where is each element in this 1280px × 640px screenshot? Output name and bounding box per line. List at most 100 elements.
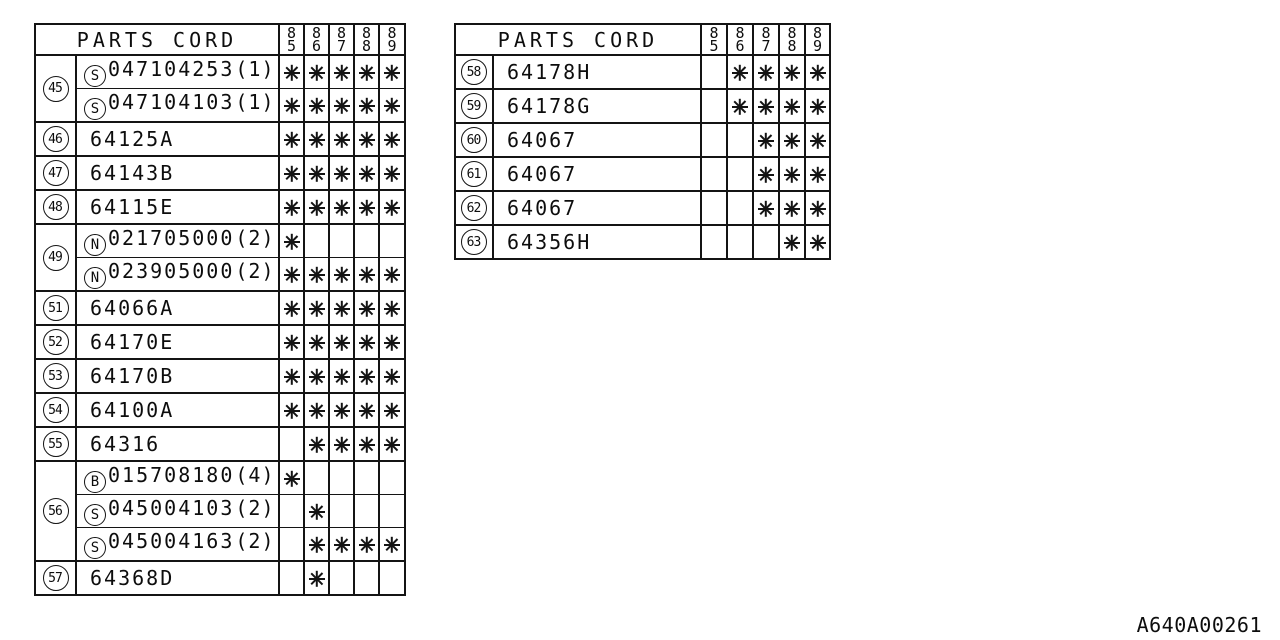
applicability-cell-86 xyxy=(303,358,330,394)
applicability-cell-86 xyxy=(303,54,330,89)
applicability-cell-87 xyxy=(328,290,355,326)
part-row: 57 64368D xyxy=(34,560,406,596)
applicability-cell-86 xyxy=(303,189,330,225)
asterisk-icon xyxy=(809,235,826,251)
asterisk-icon xyxy=(308,504,325,520)
applicability-cell-85 xyxy=(278,121,305,157)
ref-number-cell: 58 xyxy=(454,54,494,90)
asterisk-icon xyxy=(283,98,300,114)
asterisk-icon xyxy=(283,471,300,487)
asterisk-icon xyxy=(809,99,826,115)
ref-number-cell: 63 xyxy=(454,224,494,260)
applicability-cell-87 xyxy=(752,54,780,90)
asterisk-icon xyxy=(784,99,800,115)
asterisk-icon xyxy=(358,98,375,114)
applicability-cell-87 xyxy=(328,189,355,225)
part-code-cell: S 047104253(1) xyxy=(75,54,280,89)
asterisk-icon xyxy=(308,166,325,182)
applicability-cell-85 xyxy=(700,122,728,158)
applicability-cell-87 xyxy=(328,392,355,428)
part-code: 64316 xyxy=(90,432,161,456)
part-row: 54 64100A xyxy=(34,392,406,428)
part-qty: (4) xyxy=(235,463,275,487)
ref-number-badge: 62 xyxy=(461,195,487,221)
asterisk-icon xyxy=(384,98,400,114)
applicability-cell-86 xyxy=(303,426,330,462)
applicability-cell-85 xyxy=(278,223,305,258)
applicability-cell-89 xyxy=(378,155,406,191)
applicability-cell-89 xyxy=(378,460,406,495)
ref-number-cell: 62 xyxy=(454,190,494,226)
applicability-cell-85 xyxy=(278,155,305,191)
applicability-cell-86 xyxy=(303,88,330,123)
asterisk-icon xyxy=(308,369,325,385)
part-code: 023905000 xyxy=(108,259,235,283)
part-row: 51 64066A xyxy=(34,290,406,326)
part-row: S 045004163(2) xyxy=(35,527,406,562)
year-column-header-88: 8 8 xyxy=(353,23,380,56)
asterisk-icon xyxy=(384,403,400,419)
part-code: 64170B xyxy=(90,364,175,388)
ref-number-cell: 53 xyxy=(34,358,77,394)
part-code-cell: 64067 xyxy=(492,122,702,158)
applicability-cell-87 xyxy=(328,54,355,89)
applicability-cell-88 xyxy=(353,494,380,528)
part-code-cell: 64100A xyxy=(75,392,280,428)
applicability-cell-88 xyxy=(778,224,806,260)
ref-number-cell: 59 xyxy=(454,88,494,124)
part-row: 58 64178H xyxy=(454,54,831,90)
applicability-cell-88 xyxy=(778,122,806,158)
asterisk-icon xyxy=(358,267,375,283)
part-qty: (1) xyxy=(235,90,275,114)
applicability-cell-89 xyxy=(804,190,831,226)
applicability-cell-88 xyxy=(353,290,380,326)
part-row: 62 64067 xyxy=(454,190,831,226)
part-row: 46 64125A xyxy=(34,121,406,157)
parts-cord-header: PARTS CORD xyxy=(454,23,702,56)
diagram-code: A640A00261 xyxy=(1136,613,1262,637)
part-code-cell: 64356H xyxy=(492,224,702,260)
applicability-cell-86 xyxy=(303,290,330,326)
circled-n-icon: N xyxy=(84,267,106,289)
applicability-cell-86 xyxy=(303,155,330,191)
applicability-cell-86 xyxy=(726,224,754,260)
asterisk-icon xyxy=(809,167,826,183)
applicability-cell-87 xyxy=(752,190,780,226)
applicability-cell-88 xyxy=(353,527,380,562)
asterisk-icon xyxy=(308,267,325,283)
asterisk-icon xyxy=(384,369,400,385)
part-code: 021705000 xyxy=(108,226,235,250)
ref-number-badge: 53 xyxy=(42,363,69,389)
applicability-cell-86 xyxy=(726,122,754,158)
applicability-cell-86 xyxy=(303,223,330,258)
applicability-cell-86 xyxy=(303,460,330,495)
applicability-cell-85 xyxy=(700,224,728,260)
applicability-cell-89 xyxy=(378,189,406,225)
applicability-cell-85 xyxy=(278,426,305,462)
asterisk-icon xyxy=(784,167,800,183)
asterisk-icon xyxy=(758,167,774,183)
applicability-cell-88 xyxy=(353,54,380,89)
part-row: 49 N 021705000(2) xyxy=(34,223,406,292)
applicability-cell-89 xyxy=(804,122,831,158)
asterisk-icon xyxy=(758,201,774,217)
part-code: 64178H xyxy=(507,60,592,84)
applicability-cell-87 xyxy=(752,224,780,260)
asterisk-icon xyxy=(732,65,748,81)
applicability-cell-88 xyxy=(353,460,380,495)
part-code-cell: 64067 xyxy=(492,190,702,226)
applicability-cell-89 xyxy=(378,290,406,326)
part-code-cell: 64066A xyxy=(75,290,280,326)
asterisk-icon xyxy=(283,65,300,81)
part-code: 64368D xyxy=(90,566,175,590)
applicability-cell-88 xyxy=(353,189,380,225)
asterisk-icon xyxy=(784,201,800,217)
asterisk-icon xyxy=(358,537,375,553)
applicability-cell-89 xyxy=(378,257,406,292)
part-code: 64067 xyxy=(507,196,578,220)
part-code-cell: S 047104103(1) xyxy=(75,88,280,123)
applicability-cell-89 xyxy=(804,88,831,124)
asterisk-icon xyxy=(308,200,325,216)
applicability-cell-85 xyxy=(700,190,728,226)
ref-number-badge: 46 xyxy=(42,126,69,152)
